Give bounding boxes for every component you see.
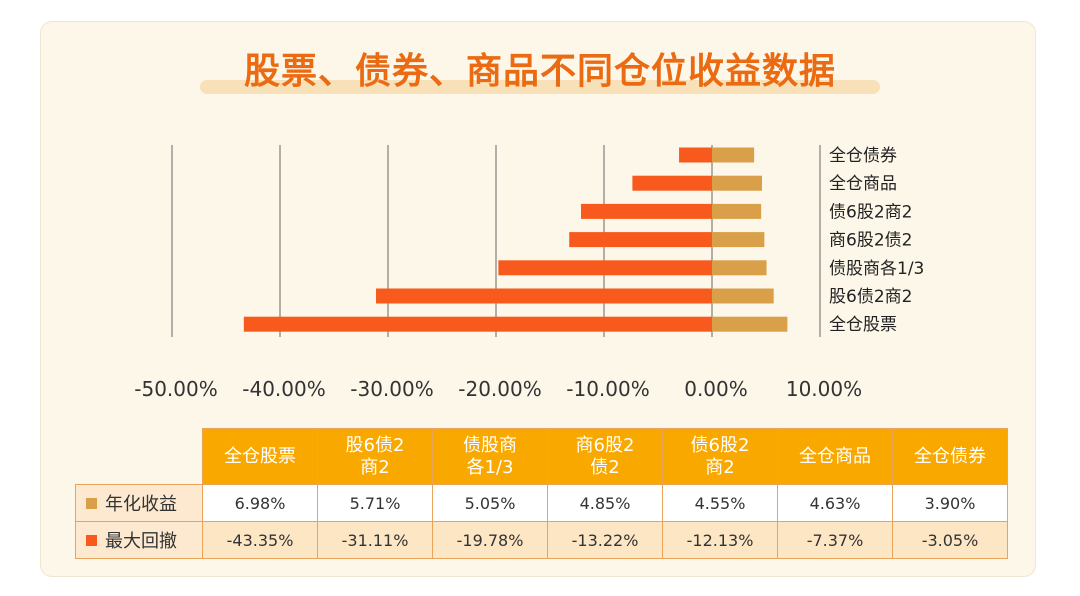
table-header: 全仓债券 bbox=[892, 428, 1008, 485]
table-header: 全仓商品 bbox=[777, 428, 893, 485]
table-cell: 4.55% bbox=[662, 484, 778, 522]
table-header: 债股商 各1/3 bbox=[432, 428, 548, 485]
table-header-text: 股6债2 商2 bbox=[345, 434, 405, 478]
table-header: 商6股2 债2 bbox=[547, 428, 663, 485]
title-highlight bbox=[200, 80, 880, 94]
x-tick-label: -10.00% bbox=[566, 377, 649, 401]
table-cell: 3.90% bbox=[892, 484, 1008, 522]
table-cell: 5.71% bbox=[317, 484, 433, 522]
category-label: 全仓债券 bbox=[829, 146, 897, 166]
x-tick-label: 10.00% bbox=[786, 377, 862, 401]
category-label: 股6债2商2 bbox=[829, 287, 912, 307]
table-header-row: 全仓股票 股6债2 商2 债股商 各1/3 商6股2 债2 债6股2 商2 全仓… bbox=[76, 428, 1008, 485]
table-cell: -3.05% bbox=[892, 521, 1008, 559]
row-label-max-drawdown: 最大回撤 bbox=[75, 521, 203, 559]
row-label-annual-return: 年化收益 bbox=[75, 484, 203, 522]
bar-max-drawdown bbox=[498, 260, 712, 276]
table-header-text: 债6股2 商2 bbox=[690, 434, 750, 478]
table-cell: -43.35% bbox=[202, 521, 318, 559]
legend-swatch-drawdown bbox=[86, 535, 97, 546]
table-cell: -19.78% bbox=[432, 521, 548, 559]
category-label: 全仓商品 bbox=[829, 174, 897, 194]
legend-swatch-return bbox=[86, 498, 97, 509]
category-label: 商6股2债2 bbox=[829, 231, 912, 251]
title-area: 股票、债券、商品不同仓位收益数据 bbox=[0, 0, 1080, 120]
bar-max-drawdown bbox=[376, 288, 712, 304]
bar-max-drawdown bbox=[569, 232, 712, 248]
bar-annual-return bbox=[712, 288, 774, 304]
bar-annual-return bbox=[712, 203, 762, 219]
table-header-text: 债股商 各1/3 bbox=[463, 434, 517, 478]
table-corner bbox=[76, 429, 203, 485]
page-title: 股票、债券、商品不同仓位收益数据 bbox=[243, 51, 836, 92]
table-cell: 4.63% bbox=[777, 484, 893, 522]
table-header: 全仓股票 bbox=[202, 428, 318, 485]
bar-annual-return bbox=[712, 232, 765, 248]
table-header: 股6债2 商2 bbox=[317, 428, 433, 485]
table-cell: 4.85% bbox=[547, 484, 663, 522]
bar-annual-return bbox=[712, 316, 788, 332]
table-row-annual-return: 年化收益 6.98% 5.71% 5.05% 4.85% 4.55% 4.63%… bbox=[75, 484, 1008, 522]
bar-max-drawdown bbox=[243, 316, 712, 332]
category-label: 债股商各1/3 bbox=[829, 259, 924, 279]
row-label-text: 最大回撤 bbox=[105, 531, 177, 552]
x-tick-label: -30.00% bbox=[350, 377, 433, 401]
table-cell: 5.05% bbox=[432, 484, 548, 522]
table-cell: -7.37% bbox=[777, 521, 893, 559]
bar-max-drawdown bbox=[632, 175, 712, 191]
bar-max-drawdown bbox=[679, 147, 712, 163]
table-header-text: 商6股2 债2 bbox=[575, 434, 635, 478]
table-header: 债6股2 商2 bbox=[662, 428, 778, 485]
x-tick-label: -20.00% bbox=[458, 377, 541, 401]
x-tick-label: -50.00% bbox=[134, 377, 217, 401]
category-label: 全仓股票 bbox=[829, 315, 897, 335]
row-label-text: 年化收益 bbox=[105, 494, 177, 515]
table-row-max-drawdown: 最大回撤 -43.35% -31.11% -19.78% -13.22% -12… bbox=[75, 521, 1008, 559]
table-cell: -31.11% bbox=[317, 521, 433, 559]
table-cell: -13.22% bbox=[547, 521, 663, 559]
table-cell: 6.98% bbox=[202, 484, 318, 522]
bar-annual-return bbox=[712, 175, 763, 191]
data-table: 全仓股票 股6债2 商2 债股商 各1/3 商6股2 债2 债6股2 商2 全仓… bbox=[75, 428, 1008, 559]
bar-annual-return bbox=[712, 260, 767, 276]
x-tick-label: -40.00% bbox=[242, 377, 325, 401]
bar-annual-return bbox=[712, 147, 755, 163]
table-cell: -12.13% bbox=[662, 521, 778, 559]
category-label: 债6股2商2 bbox=[829, 202, 912, 222]
x-tick-label: 0.00% bbox=[684, 377, 748, 401]
bar-max-drawdown bbox=[580, 203, 712, 219]
